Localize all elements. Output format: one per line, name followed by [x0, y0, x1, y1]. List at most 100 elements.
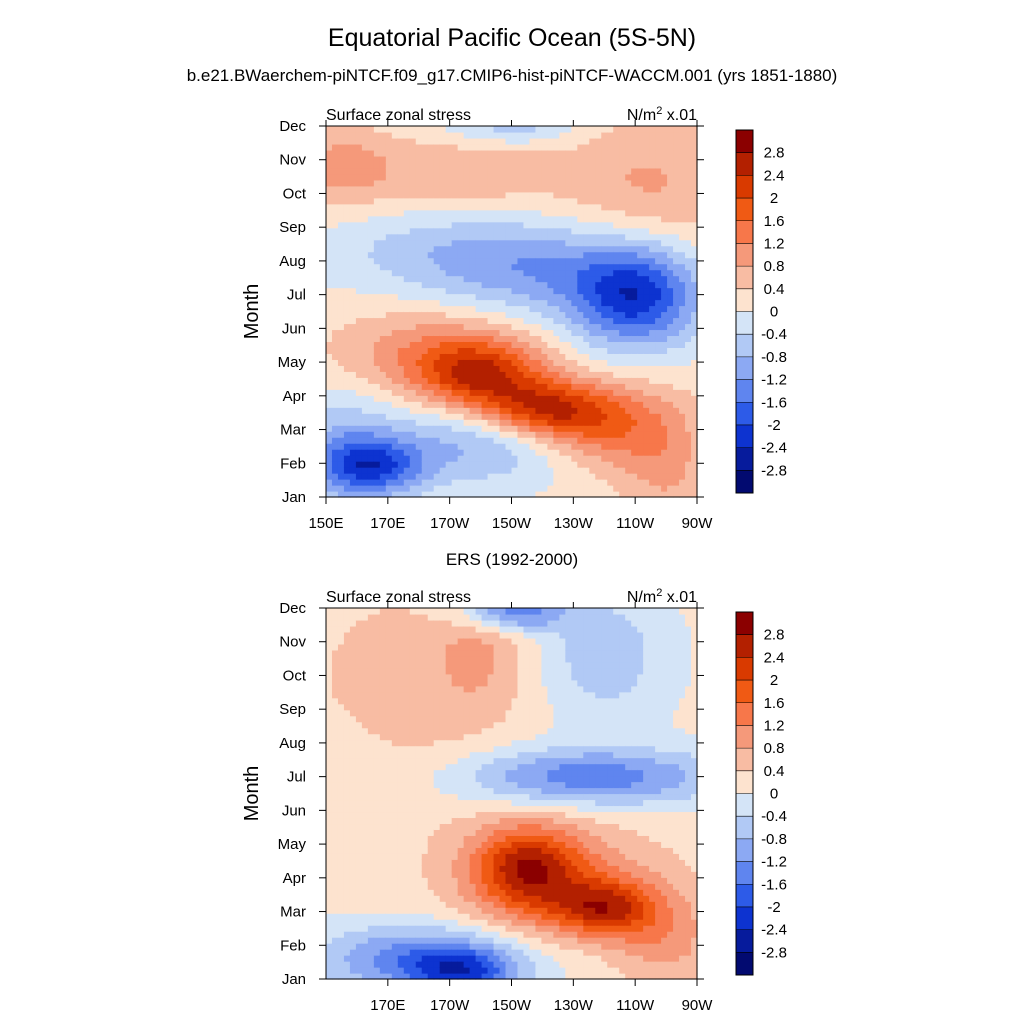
heatmap-cell [398, 770, 405, 777]
heatmap-cell [482, 174, 489, 181]
heatmap-cell [583, 294, 590, 301]
heatmap-cell [613, 395, 620, 402]
heatmap-cell [685, 186, 692, 193]
heatmap-cell [506, 126, 513, 133]
heatmap-cell [392, 150, 399, 157]
heatmap-cell [404, 614, 411, 621]
heatmap-cell [326, 937, 333, 944]
heatmap-cell [374, 650, 381, 657]
heatmap-cell [547, 323, 554, 330]
heatmap-cell [637, 341, 644, 348]
heatmap-cell [350, 198, 357, 205]
heatmap-cell [398, 252, 405, 259]
heatmap-cell [500, 228, 507, 235]
heatmap-cell [667, 264, 674, 271]
heatmap-cell [625, 258, 632, 265]
heatmap-cell [512, 192, 519, 199]
heatmap-cell [655, 294, 662, 301]
heatmap-cell [476, 335, 483, 342]
heatmap-cell [494, 425, 501, 432]
heatmap-cell [338, 620, 345, 627]
heatmap-cell [452, 258, 459, 265]
heatmap-cell [386, 377, 393, 384]
heatmap-cell [595, 317, 602, 324]
heatmap-cell [517, 126, 524, 133]
heatmap-cell [571, 449, 578, 456]
heatmap-cell [559, 282, 566, 289]
heatmap-cell [625, 264, 632, 271]
heatmap-cell [541, 365, 548, 372]
heatmap-cell [332, 728, 339, 735]
heatmap-cell [643, 174, 650, 181]
heatmap-cell [523, 138, 530, 145]
heatmap-cell [404, 240, 411, 247]
heatmap-cell [512, 150, 519, 157]
heatmap-cell [392, 722, 399, 729]
heatmap-cell [673, 162, 680, 169]
heatmap-cell [625, 365, 632, 372]
heatmap-cell [488, 335, 495, 342]
heatmap-cell [571, 198, 578, 205]
heatmap-cell [380, 138, 387, 145]
heatmap-cell [512, 401, 519, 408]
heatmap-cell [470, 264, 477, 271]
heatmap-cell [529, 282, 536, 289]
heatmap-cell [374, 716, 381, 723]
heatmap-cell [332, 485, 339, 492]
heatmap-cell [631, 431, 638, 438]
heatmap-cell [416, 210, 423, 217]
heatmap-cell [356, 371, 363, 378]
heatmap-cell [577, 162, 584, 169]
heatmap-cell [458, 461, 465, 468]
heatmap-cell [470, 317, 477, 324]
heatmap-cell [422, 847, 429, 854]
heatmap-cell [625, 347, 632, 354]
heatmap-cell [464, 168, 471, 175]
heatmap-cell [589, 198, 596, 205]
heatmap-cell [595, 288, 602, 295]
heatmap-cell [583, 192, 590, 199]
heatmap-cell [488, 329, 495, 336]
heatmap-cell [661, 156, 668, 163]
heatmap-cell [338, 144, 345, 151]
heatmap-cell [374, 955, 381, 962]
heatmap-cell [410, 961, 417, 968]
heatmap-cell [667, 240, 674, 247]
heatmap-cell [577, 192, 584, 199]
heatmap-cell [667, 150, 674, 157]
heatmap-cell [362, 210, 369, 217]
heatmap-cell [655, 335, 662, 342]
heatmap-cell [326, 907, 333, 914]
heatmap-cell [434, 347, 441, 354]
heatmap-cell [494, 461, 501, 468]
heatmap-cell [673, 228, 680, 235]
heatmap-cell [416, 925, 423, 932]
heatmap-cell [416, 943, 423, 950]
heatmap-cell [332, 479, 339, 486]
heatmap-cell [338, 132, 345, 139]
heatmap-cell [410, 758, 417, 765]
heatmap-cell [410, 264, 417, 271]
heatmap-cell [374, 883, 381, 890]
heatmap-cell [362, 895, 369, 902]
heatmap-cell [326, 925, 333, 932]
heatmap-cell [362, 264, 369, 271]
heatmap-cell [458, 341, 465, 348]
heatmap-cell [404, 222, 411, 229]
heatmap-cell [374, 144, 381, 151]
heatmap-cell [649, 395, 656, 402]
heatmap-cell [410, 162, 417, 169]
heatmap-cell [512, 377, 519, 384]
heatmap-cell [416, 198, 423, 205]
heatmap-cell [655, 323, 662, 330]
heatmap-cell [637, 312, 644, 319]
heatmap-cell [428, 329, 435, 336]
heatmap-cell [326, 425, 333, 432]
heatmap-cell [356, 776, 363, 783]
heatmap-cell [667, 306, 674, 313]
heatmap-cell [416, 222, 423, 229]
heatmap-cell [661, 162, 668, 169]
heatmap-cell [392, 650, 399, 657]
heatmap-cell [667, 300, 674, 307]
heatmap-cell [661, 467, 668, 474]
